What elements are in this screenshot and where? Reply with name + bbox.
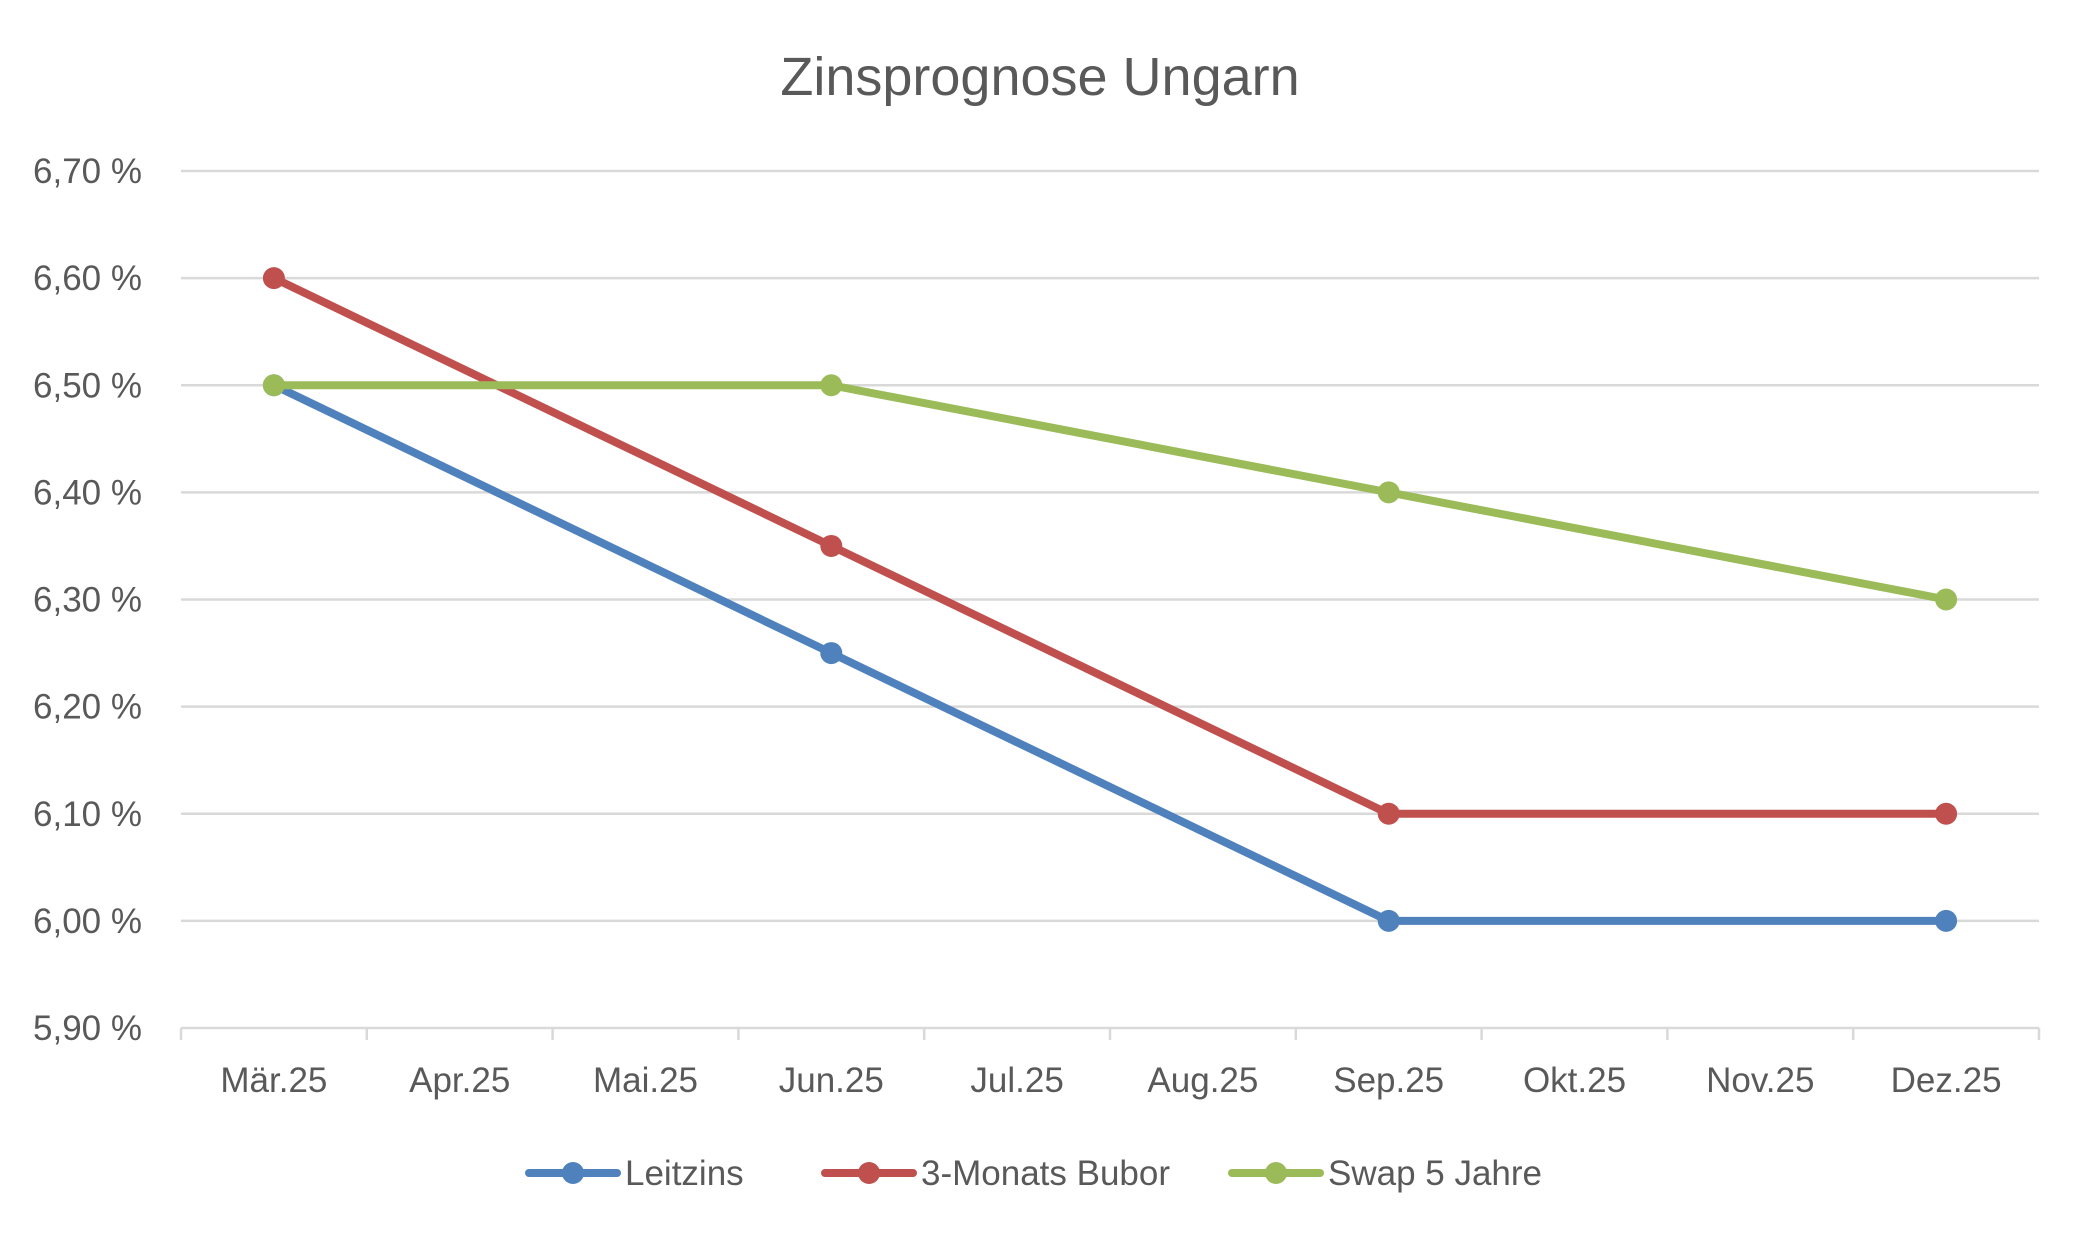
y-tick-label: 6,40 % bbox=[33, 473, 142, 512]
legend: Leitzins 3-Monats Bubor Swap 5 Jahre bbox=[525, 1154, 1542, 1193]
data-point bbox=[1935, 588, 1958, 611]
legend-label: 3-Monats Bubor bbox=[921, 1154, 1170, 1193]
gridlines bbox=[181, 169, 2039, 923]
series-group bbox=[262, 374, 1958, 611]
legend-item: Swap 5 Jahre bbox=[1228, 1154, 1542, 1193]
legend-item: Leitzins bbox=[525, 1154, 744, 1193]
data-point bbox=[820, 374, 843, 397]
series-line bbox=[269, 274, 1951, 818]
data-point bbox=[820, 642, 843, 665]
x-tick-label: Aug.25 bbox=[1147, 1061, 1258, 1100]
series-line bbox=[269, 381, 1951, 604]
y-tick-label: 5,90 % bbox=[33, 1009, 142, 1048]
y-axis-ticks: 6,70 % 6,60 % 6,50 % 6,40 % 6,30 % 6,20 % 6,10… bbox=[33, 152, 142, 1048]
x-tick-label: Nov.25 bbox=[1706, 1061, 1814, 1100]
series-group bbox=[262, 374, 1958, 932]
data-point bbox=[1377, 802, 1400, 825]
x-tick-label: Apr.25 bbox=[409, 1061, 510, 1100]
data-point bbox=[820, 534, 843, 557]
y-tick-label: 6,30 % bbox=[33, 581, 142, 620]
y-tick-label: 6,10 % bbox=[33, 795, 142, 834]
x-tick-label: Mai.25 bbox=[593, 1061, 698, 1100]
x-tick-label: Dez.25 bbox=[1891, 1061, 2002, 1100]
x-tick-label: Jul.25 bbox=[970, 1061, 1063, 1100]
y-tick-label: 6,70 % bbox=[33, 152, 142, 191]
x-axis: Mär.25 Apr.25 Mai.25 Jun.25 Jul.25 Aug.25 Sep.… bbox=[179, 1026, 2041, 1100]
chart-title: Zinsprognose Ungarn bbox=[780, 47, 1299, 107]
y-tick-label: 6,20 % bbox=[33, 688, 142, 727]
data-point bbox=[262, 374, 285, 397]
x-tick-label: Sep.25 bbox=[1333, 1061, 1444, 1100]
legend-marker bbox=[562, 1162, 584, 1184]
data-point bbox=[262, 267, 285, 290]
legend-item: 3-Monats Bubor bbox=[821, 1154, 1170, 1193]
x-tick-label: Okt.25 bbox=[1523, 1061, 1626, 1100]
legend-label: Swap 5 Jahre bbox=[1328, 1154, 1542, 1193]
x-tick-label: Jun.25 bbox=[779, 1061, 884, 1100]
legend-label: Leitzins bbox=[625, 1154, 744, 1193]
data-point bbox=[1935, 909, 1958, 932]
series-lines bbox=[262, 267, 1958, 932]
x-tick-label: Mär.25 bbox=[220, 1061, 327, 1100]
legend-marker bbox=[858, 1162, 880, 1184]
data-point bbox=[1377, 481, 1400, 504]
data-point bbox=[1935, 802, 1958, 825]
y-tick-label: 6,60 % bbox=[33, 259, 142, 298]
y-tick-label: 6,50 % bbox=[33, 366, 142, 405]
legend-marker bbox=[1265, 1162, 1287, 1184]
series-group bbox=[262, 267, 1958, 825]
series-line bbox=[269, 381, 1951, 925]
data-point bbox=[1377, 909, 1400, 932]
y-tick-label: 6,00 % bbox=[33, 902, 142, 941]
